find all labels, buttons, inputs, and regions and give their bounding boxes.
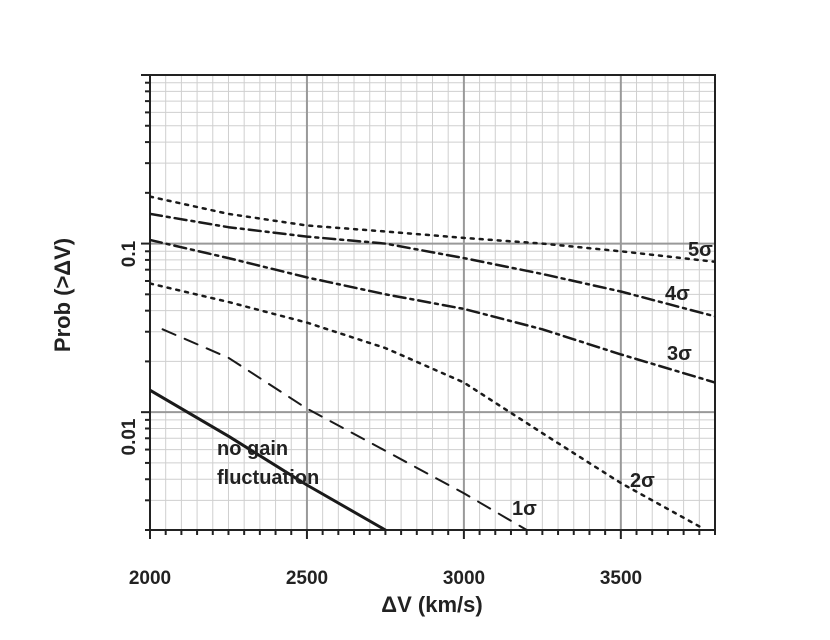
series-line-2-sigma [150,282,701,528]
curve-label-no-gain: no gain [217,438,288,460]
series-line-4-sigma [150,212,715,318]
x-tick-label-3000: 3000 [443,568,485,589]
curve-label-4-sigma: 4σ [665,283,690,305]
x-tick-label-2500: 2500 [286,568,328,589]
series-line-3-sigma [150,238,715,384]
series-line-5-sigma [150,195,715,264]
y-tick-label-0.01: 0.01 [119,418,140,455]
curve-label-2-sigma: 2σ [630,470,655,492]
series-line-no-gain-fluctuation [150,388,387,530]
grid-major [150,75,715,530]
series-line-1-sigma [161,328,528,530]
curve-label-fluctuation: fluctuation [217,467,319,489]
x-axis-title: ΔV (km/s) [381,592,482,617]
x-tick-label-2000: 2000 [129,568,171,589]
x-tick-label-3500: 3500 [600,568,642,589]
curve-label-3-sigma: 3σ [667,343,692,365]
ticks [141,74,716,539]
y-tick-label-0.1: 0.1 [119,240,140,267]
curve-label-5-sigma: 5σ [688,239,713,261]
y-axis-title: Prob (>ΔV) [50,238,75,352]
grid-minor [150,75,715,530]
series-layer [150,195,715,530]
curve-label-1-sigma: 1σ [512,498,537,520]
